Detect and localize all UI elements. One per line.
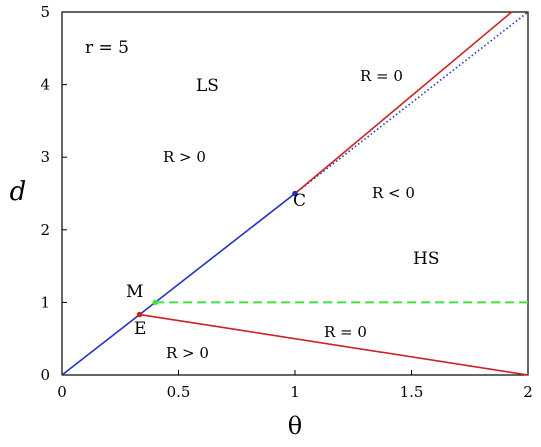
point-m <box>152 299 158 306</box>
x-tick-label: 0.5 <box>167 383 191 401</box>
annotation-r-zero-lower: R = 0 <box>324 323 367 341</box>
annotation-r-negative: R < 0 <box>372 184 415 202</box>
annotation-r-zero-upper: R = 0 <box>360 67 403 85</box>
y-tick-label: 4 <box>40 76 50 94</box>
point-c <box>292 190 298 197</box>
y-tick-label: 0 <box>40 366 50 384</box>
y-axis-title: d <box>10 177 27 207</box>
series-line-1 <box>294 11 529 195</box>
y-tick-label: 3 <box>40 148 50 166</box>
point-label-c: C <box>293 191 306 211</box>
x-axis-title: θ <box>288 412 302 440</box>
chart-series <box>61 11 529 376</box>
series-line-2 <box>294 11 513 195</box>
annotation-r-positive-upper: R > 0 <box>163 148 206 166</box>
x-tick-label: 2 <box>523 383 533 401</box>
y-tick-label: 1 <box>40 293 50 311</box>
annotation-r-value: r = 5 <box>85 38 129 58</box>
annotation-hs-region: HS <box>413 249 439 269</box>
x-tick-label: 1 <box>290 383 300 401</box>
y-tick-label: 2 <box>40 221 50 239</box>
chart-points <box>136 190 298 318</box>
point-label-e: E <box>134 319 146 339</box>
x-tick-label: 1.5 <box>400 383 424 401</box>
annotation-r-positive-lower: R > 0 <box>166 344 209 362</box>
axis-ticks: 0 0.5 1 1.5 2 0 1 2 3 4 5 <box>40 3 532 401</box>
y-tick-label: 5 <box>40 3 50 21</box>
point-e <box>136 311 143 318</box>
annotation-ls-region: LS <box>196 76 219 96</box>
series-line-0 <box>61 192 296 376</box>
point-label-m: M <box>126 282 143 302</box>
x-tick-label: 0 <box>57 383 67 401</box>
series-line-3 <box>139 313 529 376</box>
